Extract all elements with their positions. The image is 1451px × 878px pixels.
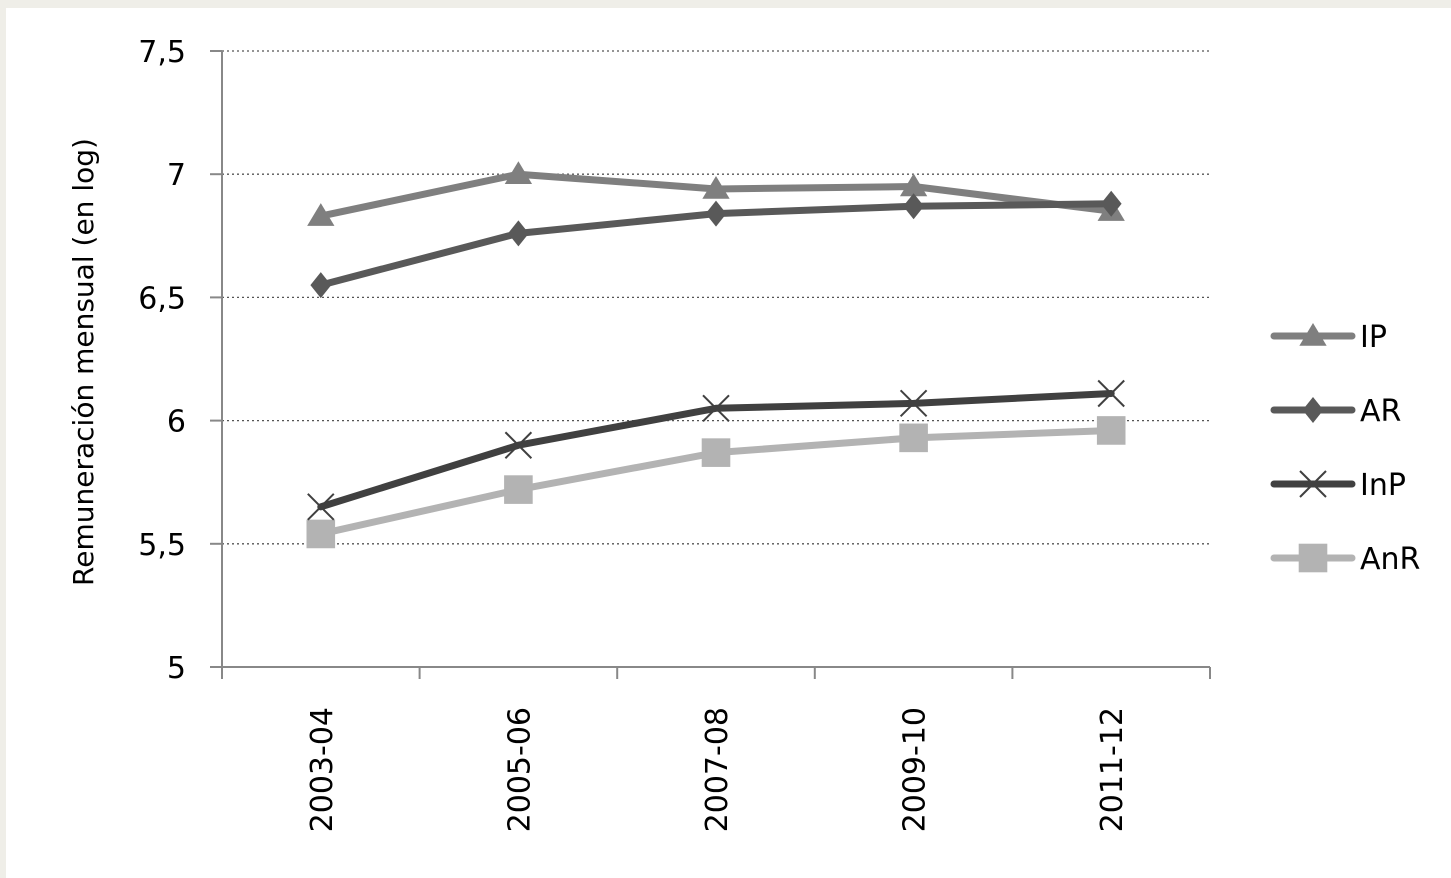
data-point	[702, 175, 730, 199]
legend-label: InP	[1360, 468, 1406, 503]
x-tick-label: 2007-08	[700, 707, 735, 832]
data-point	[899, 389, 928, 418]
legend-label: AnR	[1360, 542, 1420, 577]
axes	[210, 50, 1211, 679]
series-AR	[310, 190, 1122, 299]
data-point	[306, 519, 336, 549]
y-tick-labels: 5 5,5 6 6,5 7 7,5	[138, 35, 186, 686]
y-tick-label: 6,5	[138, 281, 186, 316]
marker-stroke	[1299, 470, 1327, 498]
data-point	[504, 431, 533, 459]
legend-marker	[1298, 543, 1328, 573]
data-point	[701, 438, 731, 467]
marker-stroke	[899, 389, 928, 418]
legend-item: IP	[1270, 320, 1387, 355]
x-tick-label: 2009-10	[898, 707, 933, 832]
y-tick-label: 6	[167, 405, 186, 440]
data-point	[307, 493, 335, 521]
data-point	[1096, 416, 1126, 445]
legend-item: InP	[1270, 468, 1406, 503]
data-point	[899, 173, 928, 197]
y-tick-label: 7,5	[138, 35, 186, 70]
series-group	[306, 161, 1126, 549]
data-point	[508, 220, 529, 247]
x-tick-label: 2003-04	[305, 707, 340, 832]
x-tick-label: 2005-06	[502, 707, 537, 832]
data-point	[705, 200, 727, 227]
y-axis-title: Remuneración mensual (en log)	[67, 138, 100, 586]
data-point	[1097, 379, 1125, 408]
marker-stroke	[504, 431, 533, 459]
legend-label: AR	[1360, 394, 1401, 429]
data-point	[1100, 190, 1122, 217]
data-point	[702, 394, 730, 422]
legend-marker	[1299, 323, 1327, 346]
legend: IP AR InP AnR	[1270, 320, 1420, 577]
data-point	[310, 272, 332, 299]
x-tick-labels: 2003-04 2005-06 2007-08 2009-10 2011-12	[305, 707, 1130, 832]
legend-item: AR	[1270, 394, 1401, 429]
legend-label: IP	[1360, 320, 1387, 355]
data-point	[903, 193, 924, 220]
gridlines	[222, 50, 1210, 545]
marker-stroke	[1097, 379, 1125, 408]
legend-marker	[1302, 397, 1324, 423]
marker-stroke	[702, 394, 730, 422]
y-tick-label: 5,5	[138, 528, 186, 563]
data-point	[504, 161, 533, 184]
marker-stroke	[307, 493, 335, 521]
x-tick-label: 2011-12	[1095, 707, 1130, 832]
y-tick-label: 5	[167, 651, 186, 686]
data-point	[504, 475, 533, 504]
series-AnR	[306, 416, 1126, 549]
legend-marker	[1299, 470, 1327, 498]
legend-item: AnR	[1270, 542, 1420, 577]
data-point	[899, 423, 928, 453]
series-InP	[307, 379, 1125, 521]
data-point	[307, 203, 335, 226]
y-tick-label: 7	[167, 158, 186, 193]
